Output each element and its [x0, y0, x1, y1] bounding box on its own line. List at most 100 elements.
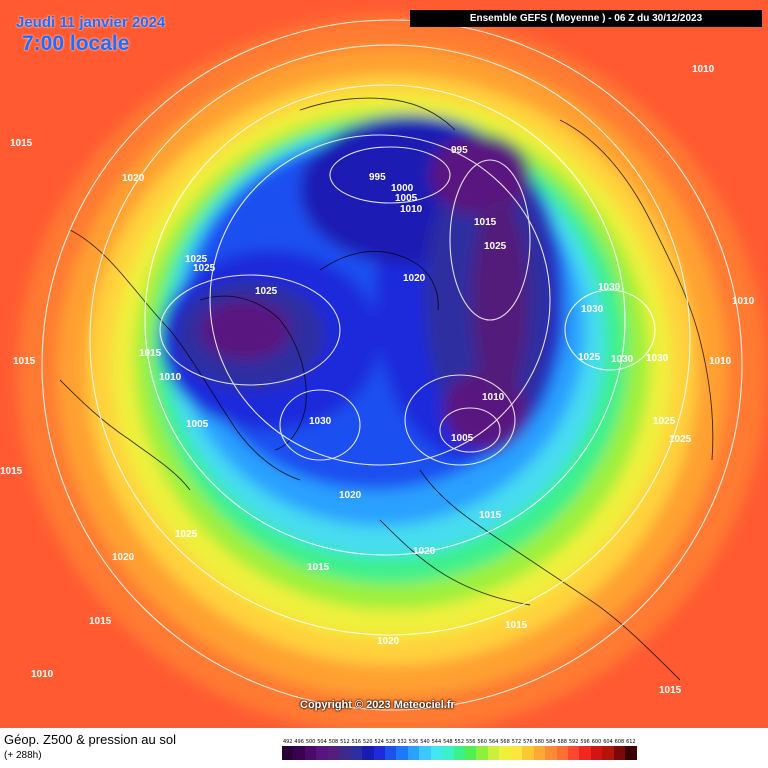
- legend-cell: 588: [556, 738, 568, 760]
- legend-cell: 572: [510, 738, 523, 760]
- legend-swatch: [590, 746, 603, 760]
- legend-swatch: [487, 746, 500, 760]
- legend-label: 496: [294, 739, 304, 745]
- isobar-label: 1015: [307, 562, 330, 573]
- legend-label: 596: [580, 739, 590, 745]
- model-run-banner: Ensemble GEFS ( Moyenne ) - 06 Z du 30/1…: [410, 10, 762, 27]
- legend-cell: 536: [407, 738, 420, 760]
- legend-swatch: [293, 746, 305, 760]
- legend-swatch: [282, 746, 294, 760]
- legend-cell: 500: [304, 738, 317, 760]
- isobar-label: 1025: [484, 241, 507, 252]
- isobar-label: 1020: [413, 546, 436, 557]
- legend-cell: 512: [339, 738, 351, 760]
- legend-label: 600: [591, 739, 602, 745]
- isobar-label: 1005: [186, 419, 209, 430]
- legend-label: 584: [546, 739, 556, 745]
- legend-label: 500: [305, 739, 316, 745]
- legend-swatch: [396, 746, 408, 760]
- legend-cell: 496: [293, 738, 305, 760]
- isobar-label: 1025: [578, 352, 601, 363]
- isobar-label: 1010: [732, 296, 755, 307]
- legend-label: 588: [557, 739, 567, 745]
- legend-label: 508: [328, 739, 339, 745]
- isobar-label: 1015: [659, 685, 682, 696]
- legend-label: 560: [477, 739, 487, 745]
- isobar-label: 1015: [89, 616, 112, 627]
- forecast-date: Jeudi 11 janvier 2024: [16, 14, 166, 31]
- legend-swatch: [510, 746, 523, 760]
- low-core-siberia: [430, 135, 530, 215]
- legend-swatch: [465, 746, 477, 760]
- isobar-label: 1025: [185, 254, 208, 265]
- legend-swatch: [522, 746, 534, 760]
- isobar-label: 1010: [159, 372, 182, 383]
- geopotential-field: [17, 15, 767, 728]
- legend-cell: 596: [579, 738, 591, 760]
- isobar-label: 1005: [395, 193, 418, 204]
- isobar-label: 1005: [451, 433, 474, 444]
- legend-cell: 580: [533, 738, 546, 760]
- legend-swatch: [362, 746, 374, 760]
- legend-label: 512: [340, 739, 350, 745]
- legend-label: 604: [603, 739, 613, 745]
- trough-core: [472, 200, 528, 400]
- legend-label: 536: [408, 739, 419, 745]
- legend-swatch: [545, 746, 557, 760]
- low-core-canada: [200, 300, 290, 360]
- isobar-label: 1015: [0, 466, 23, 477]
- legend-label: 568: [500, 739, 510, 745]
- legend-cell: 548: [442, 738, 454, 760]
- isobar-label: 1020: [112, 552, 135, 563]
- isobar-label: 1015: [474, 217, 497, 228]
- legend-swatch: [327, 746, 340, 760]
- isobar-label: 1025: [193, 263, 216, 274]
- isobar-label: 1030: [646, 353, 669, 364]
- legend-label: 520: [363, 739, 373, 745]
- legend-cell: 552: [453, 738, 465, 760]
- legend-swatch: [316, 746, 328, 760]
- legend-cell: 584: [545, 738, 557, 760]
- isobar-label: 1020: [403, 273, 426, 284]
- legend-cell: 540: [419, 738, 431, 760]
- coastlines: [59, 97, 714, 681]
- legend-swatch: [499, 746, 511, 760]
- isobar-label: 1015: [10, 138, 33, 149]
- legend-cell: 528: [384, 738, 397, 760]
- legend-label: 504: [317, 739, 327, 745]
- legend-cell: 576: [522, 738, 534, 760]
- legend-swatch: [476, 746, 488, 760]
- legend-cell: 612: [625, 738, 637, 760]
- isobar-label: 1020: [339, 490, 362, 501]
- legend-swatch: [579, 746, 591, 760]
- legend-swatch: [407, 746, 420, 760]
- isobar-label: 1030: [581, 304, 604, 315]
- isobar-label: 1025: [653, 416, 676, 427]
- pressure-labels: 1010 1015 1020 995 995 1000 1005 1010 10…: [0, 64, 755, 696]
- isobar-label: 995: [369, 172, 386, 183]
- legend-cell: 516: [350, 738, 363, 760]
- legend-label: 556: [465, 739, 476, 745]
- legend-cell: 508: [327, 738, 340, 760]
- isobar-label: 1010: [31, 669, 54, 680]
- legend-swatch: [533, 746, 546, 760]
- legend-swatch: [384, 746, 397, 760]
- legend-swatch: [625, 746, 637, 760]
- isobar-label: 1000: [391, 183, 414, 194]
- legend-swatch: [442, 746, 454, 760]
- legend-cell: 492: [282, 738, 294, 760]
- legend-cell: 556: [465, 738, 477, 760]
- legend-cell: 592: [567, 738, 580, 760]
- legend-label: 576: [523, 739, 533, 745]
- legend-label: 544: [431, 739, 442, 745]
- isobar-label: 1010: [709, 356, 732, 367]
- isobar-label: 1015: [13, 356, 36, 367]
- legend-label: 592: [568, 739, 579, 745]
- legend-label: 564: [488, 739, 499, 745]
- isobar-label: 1030: [598, 282, 621, 293]
- legend-label: 548: [443, 739, 453, 745]
- legend-label: 572: [511, 739, 522, 745]
- legend-cell: 568: [499, 738, 511, 760]
- legend-cell: 504: [316, 738, 328, 760]
- legend-label: 532: [397, 739, 407, 745]
